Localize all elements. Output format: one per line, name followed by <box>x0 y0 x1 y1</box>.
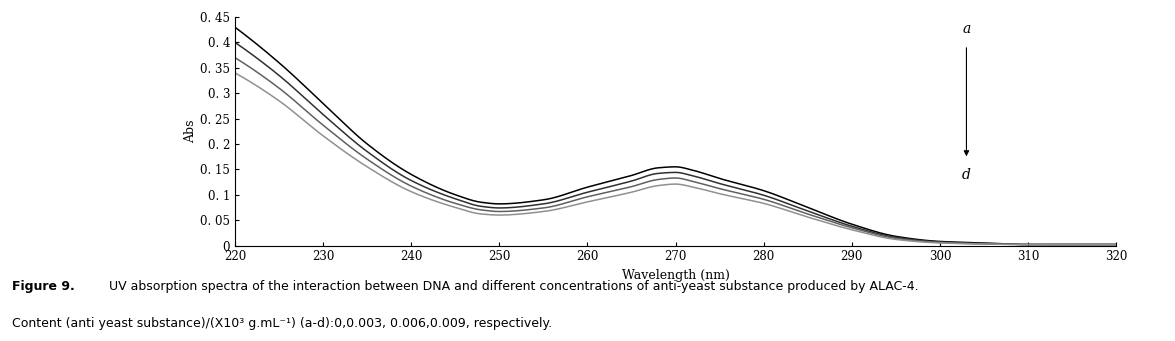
Text: d: d <box>962 168 971 182</box>
Text: Content (anti yeast substance)/(X10³ g.mL⁻¹) (a-d):0,0.003, 0.006,0.009, respect: Content (anti yeast substance)/(X10³ g.m… <box>12 317 552 330</box>
Text: UV absorption spectra of the interaction between DNA and different concentration: UV absorption spectra of the interaction… <box>109 280 919 293</box>
Y-axis label: Abs: Abs <box>184 120 197 143</box>
Text: Figure 9.: Figure 9. <box>12 280 74 293</box>
Text: a: a <box>962 22 971 36</box>
X-axis label: Wavelength (nm): Wavelength (nm) <box>622 269 730 282</box>
